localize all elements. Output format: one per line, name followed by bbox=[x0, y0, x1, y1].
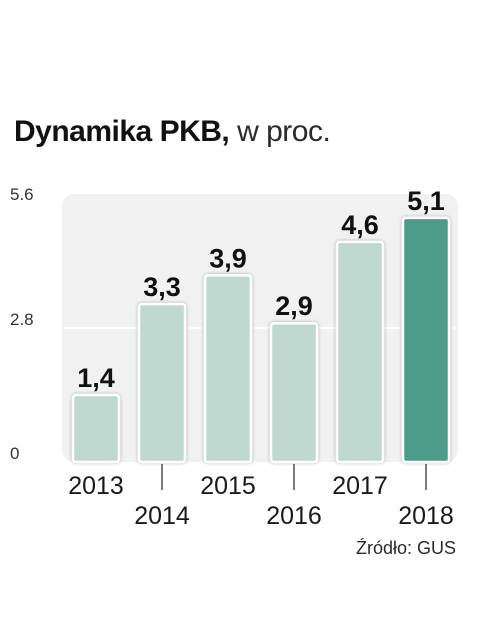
x-tick-label-2016: 2016 bbox=[266, 502, 322, 530]
value-label-2017: 4,6 bbox=[341, 210, 379, 240]
source-note: Źródło: GUS bbox=[355, 538, 456, 558]
y-tick-label: 0 bbox=[10, 444, 19, 463]
value-label-2013: 1,4 bbox=[77, 363, 115, 393]
bar-2017 bbox=[335, 240, 385, 464]
bar-2015 bbox=[203, 274, 253, 464]
x-tick-label-2018: 2018 bbox=[398, 502, 454, 530]
bar-2014 bbox=[137, 302, 187, 464]
value-label-2018: 5,1 bbox=[407, 186, 445, 216]
x-tick-label-2013: 2013 bbox=[68, 472, 124, 500]
y-tick-label: 2.8 bbox=[10, 310, 34, 329]
chart-title: Dynamika PKB, w proc. bbox=[14, 112, 331, 152]
value-label-2015: 3,9 bbox=[209, 243, 247, 273]
x-tick-label-2017: 2017 bbox=[332, 472, 388, 500]
x-tick-label-2014: 2014 bbox=[134, 502, 190, 530]
value-label-2014: 3,3 bbox=[143, 272, 181, 302]
chart-title-main: Dynamika PKB, bbox=[14, 115, 230, 148]
bar-2016 bbox=[269, 321, 319, 464]
chart-title-unit: w proc. bbox=[237, 115, 331, 148]
x-tick-label-2015: 2015 bbox=[200, 472, 256, 500]
bar-2018 bbox=[401, 216, 451, 464]
value-label-2016: 2,9 bbox=[275, 291, 313, 321]
y-tick-label: 5.6 bbox=[10, 185, 34, 204]
bar-2013 bbox=[71, 393, 121, 464]
